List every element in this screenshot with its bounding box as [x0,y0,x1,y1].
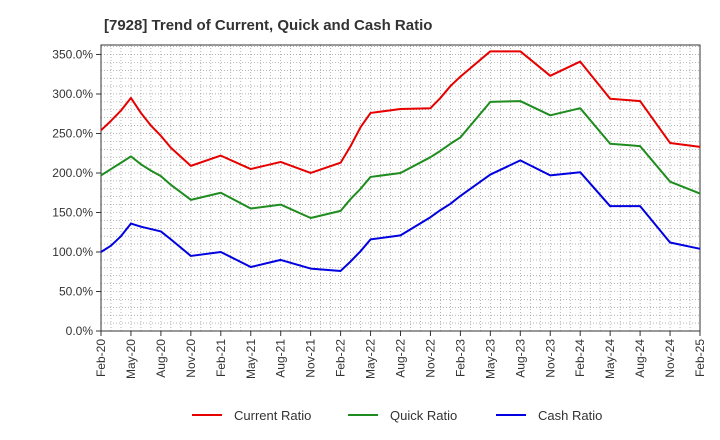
x-tick-label: Nov-22 [423,339,437,378]
x-tick-label: Feb-25 [693,339,707,377]
x-tick-label: Feb-22 [334,339,348,377]
y-tick-label: 0.0% [66,324,94,338]
legend-label: Current Ratio [234,408,311,423]
x-tick-label: May-23 [483,339,497,379]
series-line-cash-ratio [100,159,701,272]
y-tick-label: 250.0% [52,126,93,140]
x-tick-label: May-20 [124,339,138,379]
x-tick-label: Aug-22 [394,339,408,378]
series-lines [100,50,701,272]
x-tick-label: Feb-20 [94,339,108,377]
legend-item-cash-ratio: Cash Ratio [496,408,602,423]
x-tick-label: Aug-20 [154,339,168,378]
x-tick-label: Aug-23 [513,339,527,378]
x-tick-label: Nov-24 [663,339,677,378]
y-tick-label: 200.0% [52,166,93,180]
series-line-quick-ratio [100,100,701,220]
legend-label: Cash Ratio [538,408,602,423]
x-tick-label: Feb-21 [214,339,228,377]
legend-label: Quick Ratio [390,408,457,423]
y-tick-labels: 0.0% 50.0% 100.0% 150.0% 200.0% 250.0% 300.0% 3… [52,47,93,338]
x-tick-label: Nov-21 [304,339,318,378]
x-tick-label: Aug-21 [274,339,288,378]
y-tick-label: 50.0% [59,284,93,298]
x-tick-labels: Feb-20 May-20 Aug-20 Nov-20 Feb-21 May-21 Aug-… [94,339,707,379]
chart-title: [7928] Trend of Current, Quick and Cash … [104,17,432,34]
x-tick-label: Aug-24 [633,339,647,378]
axes [96,44,701,336]
x-tick-label: May-21 [244,339,258,379]
x-tick-label: May-22 [364,339,378,379]
series-line-current-ratio [100,50,701,174]
grid [100,45,701,332]
x-tick-label: Nov-23 [543,339,557,378]
y-tick-label: 300.0% [52,87,93,101]
y-tick-label: 100.0% [52,245,93,259]
legend-item-current-ratio: Current Ratio [192,408,311,423]
y-tick-label: 150.0% [52,205,93,219]
x-tick-label: Feb-23 [453,339,467,377]
x-tick-label: May-24 [603,339,617,379]
legend-item-quick-ratio: Quick Ratio [348,408,457,423]
x-tick-label: Feb-24 [573,339,587,377]
y-tick-label: 350.0% [52,47,93,61]
x-tick-label: Nov-20 [184,339,198,378]
legend: Current Ratio Quick Ratio Cash Ratio [192,408,602,423]
